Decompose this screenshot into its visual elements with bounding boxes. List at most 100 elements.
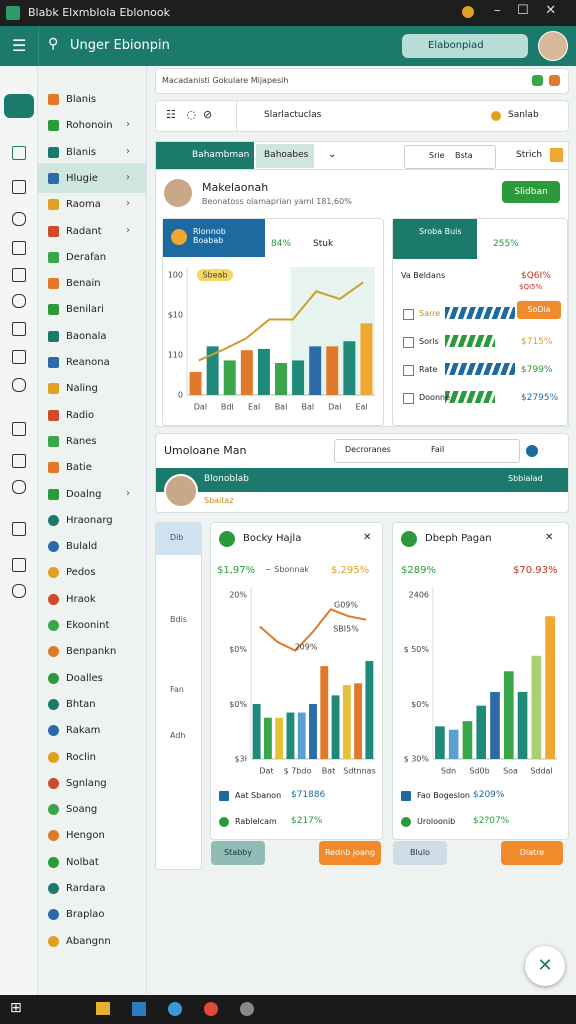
sidebar-item[interactable]: Doalng — [66, 488, 102, 500]
input-text: Decroranes — [345, 445, 391, 454]
header-button[interactable]: Elabonpiad — [402, 34, 528, 58]
rail-icon[interactable] — [12, 378, 26, 392]
toolbar-search[interactable]: Slarlactuclas — [264, 110, 322, 120]
card-button[interactable]: Stabby — [211, 841, 265, 865]
sidebar-icon — [48, 541, 59, 553]
menu-button[interactable]: ☰ — [12, 36, 27, 55]
rail-icon[interactable] — [12, 454, 26, 468]
tab-dropdown[interactable]: ⌄ — [328, 149, 337, 160]
sidebar-item[interactable]: Abangnn — [66, 935, 111, 947]
sidebar-item[interactable]: Hraok — [66, 593, 96, 605]
rail-icon[interactable] — [12, 212, 26, 226]
toolbar-action[interactable]: Sanlab — [508, 110, 539, 120]
profile-button[interactable]: Slidban — [502, 181, 560, 203]
section: Umoloane Man Decroranes Fail Blonoblab S… — [155, 433, 569, 513]
sidebar-item[interactable]: Naling — [66, 383, 98, 395]
taskbar-icon[interactable] — [204, 1002, 218, 1016]
rail-icon[interactable] — [12, 558, 26, 572]
bar — [365, 660, 374, 759]
sidebar-item[interactable]: Hraonarg — [66, 514, 113, 526]
sidebar-item[interactable]: Roclin — [66, 751, 97, 763]
side-button[interactable]: SoDia — [517, 301, 561, 319]
rail-icon[interactable] — [12, 180, 26, 194]
sidebar-item[interactable]: Rohonoin — [66, 120, 113, 132]
dropdown[interactable]: Sbbialad — [508, 474, 543, 483]
sidebar-item[interactable]: Rardara — [66, 883, 106, 894]
taskbar-icon[interactable] — [240, 1002, 254, 1016]
rail-icon[interactable] — [12, 322, 26, 336]
sidebar-item[interactable]: Sgnlang — [66, 777, 107, 789]
window-controls[interactable]: – ☐ ✕ — [494, 3, 557, 18]
row-label: Uroloonib — [417, 817, 456, 826]
rail-icon[interactable] — [12, 241, 26, 255]
sidebar-item[interactable]: Raoma — [66, 199, 101, 211]
rail-icon[interactable] — [12, 350, 26, 364]
avatar[interactable] — [538, 31, 568, 61]
sidebar-item[interactable]: Derafan — [66, 251, 107, 263]
sidebar-item[interactable]: Bulald — [66, 541, 98, 553]
rail-icon[interactable] — [12, 422, 26, 436]
sidebar-icon — [48, 514, 59, 526]
rail-icon[interactable] — [12, 294, 26, 308]
rail-icon[interactable] — [12, 480, 26, 494]
sidebar-item[interactable]: Reanona — [66, 357, 110, 368]
rail-icon[interactable] — [12, 584, 26, 598]
sidebar-item[interactable]: Doalles — [66, 672, 103, 684]
sidebar-item[interactable]: Braplao — [66, 909, 105, 921]
fab[interactable]: ✕ — [525, 946, 565, 986]
tab-active[interactable]: Bahambman — [156, 142, 254, 170]
sidebar-item[interactable]: Ranes — [66, 435, 97, 447]
bar — [263, 717, 272, 759]
sidebar-item[interactable]: Rakam — [66, 725, 101, 737]
search-icon[interactable]: ⚲ — [48, 36, 59, 52]
chevron: › — [126, 198, 130, 210]
sidebar-item[interactable]: Ekoonint — [66, 620, 110, 631]
taskbar-icon[interactable] — [168, 1002, 182, 1016]
sidebar-item[interactable]: Benpankn — [66, 646, 117, 658]
tool-icons[interactable]: ☷ ◌ ⊘ — [166, 108, 213, 121]
filter-text[interactable]: Fail — [431, 445, 445, 454]
sidebar-item[interactable]: Benilari — [66, 304, 104, 316]
card-button[interactable]: Rednb joang — [319, 841, 381, 865]
icon[interactable] — [526, 445, 538, 457]
taskbar-icon[interactable] — [96, 1002, 110, 1015]
tab-action[interactable]: Bsta — [455, 151, 473, 160]
app-header: ☰ ⚲ Unger Ebionpin Elabonpiad — [0, 26, 576, 66]
tab-label: Bahoabes — [264, 150, 309, 160]
taskbar-icon[interactable] — [132, 1002, 146, 1016]
stats-link[interactable]: Stuk — [313, 239, 334, 249]
sidebar-item[interactable]: Soang — [66, 804, 98, 816]
rail-icon[interactable] — [4, 94, 34, 118]
tab[interactable]: Bahoabes — [256, 144, 314, 168]
rail-icon[interactable] — [12, 522, 26, 536]
sidebar-item[interactable]: Benain — [66, 278, 101, 290]
search-text[interactable]: Unger Ebionpin — [70, 38, 170, 53]
sidebar-item[interactable]: Blanis — [66, 94, 97, 105]
nav-item[interactable]: Bdis — [170, 615, 187, 624]
sidebar-item[interactable]: Nolbat — [66, 856, 99, 868]
card-button[interactable]: Diatre — [501, 841, 563, 865]
sidebar-item[interactable]: Hlugie — [66, 172, 98, 184]
sidebar-item[interactable]: Bhtan — [66, 698, 96, 710]
sidebar-item[interactable]: Radio — [66, 409, 95, 421]
tab-action[interactable]: Srie — [429, 151, 445, 160]
sidebar-item[interactable]: Pedos — [66, 567, 96, 579]
nav-item[interactable]: Dib — [170, 533, 184, 542]
rail-icon[interactable] — [12, 268, 26, 282]
sidebar-item[interactable]: Radant — [66, 225, 102, 237]
tab-action[interactable]: Strich — [516, 150, 543, 160]
card-button[interactable]: Blulo — [393, 841, 447, 865]
sidebar-icon — [48, 830, 59, 842]
start-button[interactable]: ⊞ — [10, 1000, 22, 1016]
nav-item[interactable]: Adh — [170, 731, 186, 740]
tab-label: Bahambman — [192, 150, 250, 160]
sidebar-item[interactable]: Baonala — [66, 330, 107, 342]
close[interactable]: ✕ — [363, 532, 372, 543]
input[interactable]: Decroranes Fail — [334, 439, 520, 463]
nav-item[interactable]: Fan — [170, 685, 184, 694]
sidebar-item[interactable]: Hengon — [66, 830, 105, 842]
sidebar-item[interactable]: Blanis — [66, 146, 97, 158]
close[interactable]: ✕ — [545, 532, 554, 543]
sidebar-item[interactable]: Batie — [66, 462, 92, 474]
rail-icon[interactable] — [12, 146, 26, 160]
